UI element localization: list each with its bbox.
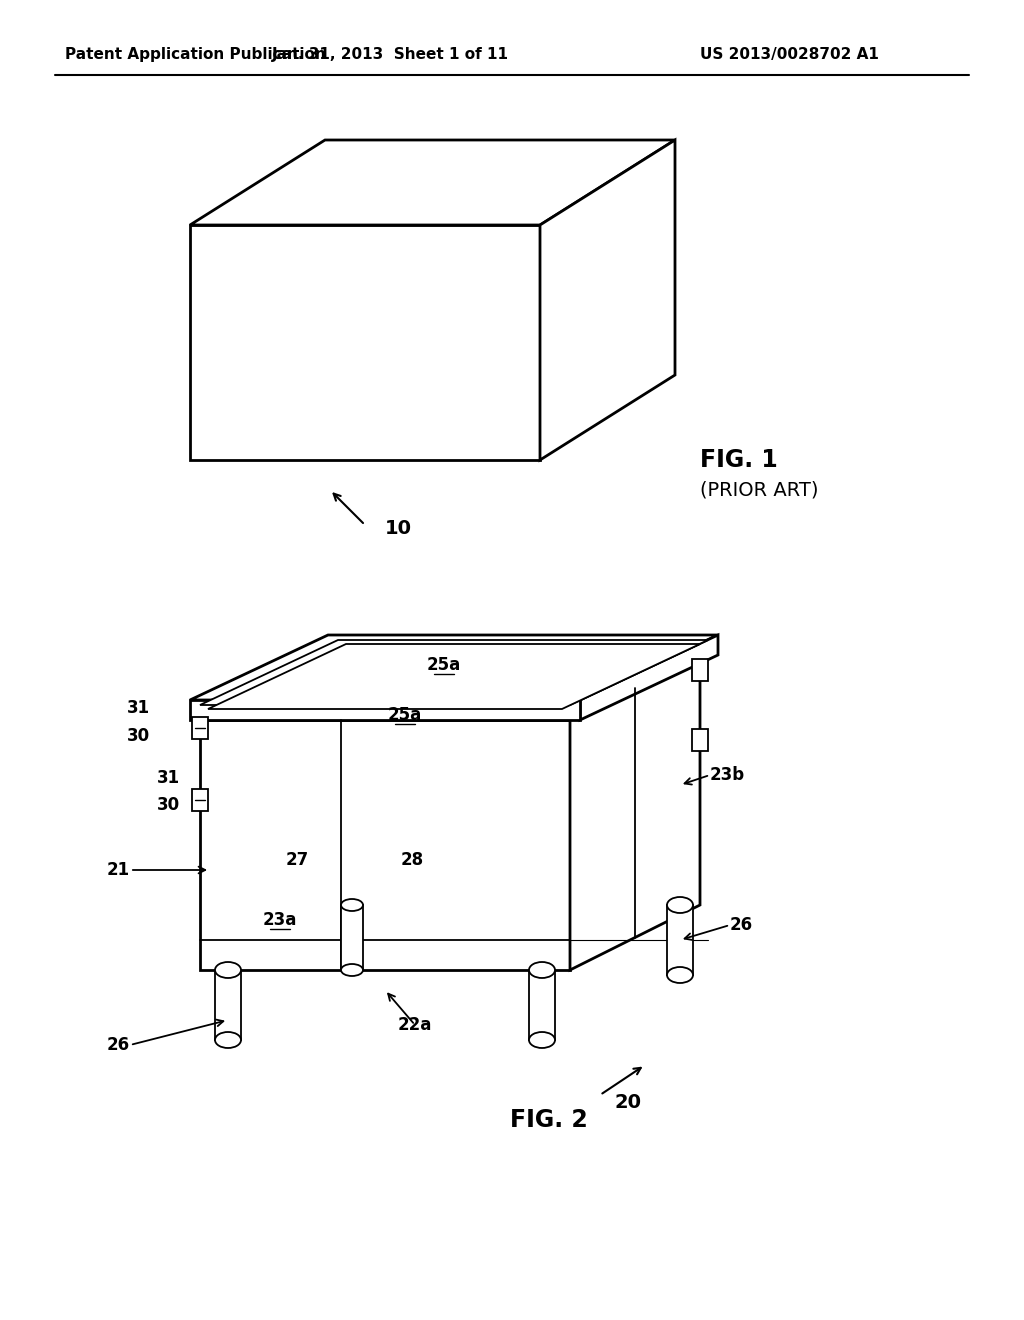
Text: (PRIOR ART): (PRIOR ART) <box>700 480 818 499</box>
Text: 10: 10 <box>385 519 412 537</box>
Text: 21: 21 <box>106 861 130 879</box>
Polygon shape <box>570 655 700 970</box>
Text: 26: 26 <box>730 916 753 935</box>
Text: Patent Application Publication: Patent Application Publication <box>65 48 326 62</box>
Text: 30: 30 <box>157 796 180 814</box>
Polygon shape <box>190 635 718 700</box>
Bar <box>667 906 693 975</box>
Polygon shape <box>190 700 580 719</box>
Text: FIG. 2: FIG. 2 <box>510 1107 588 1133</box>
Text: 23a: 23a <box>263 911 297 929</box>
Text: 20: 20 <box>615 1093 642 1111</box>
Text: 31: 31 <box>157 770 180 787</box>
Polygon shape <box>208 644 700 709</box>
Text: Jan. 31, 2013  Sheet 1 of 11: Jan. 31, 2013 Sheet 1 of 11 <box>271 48 509 62</box>
Text: 28: 28 <box>400 851 424 869</box>
Ellipse shape <box>341 899 362 911</box>
Polygon shape <box>190 224 540 459</box>
Polygon shape <box>200 640 708 705</box>
Ellipse shape <box>667 968 693 983</box>
Ellipse shape <box>529 962 555 978</box>
Text: 23b: 23b <box>710 766 745 784</box>
Polygon shape <box>692 729 708 751</box>
Ellipse shape <box>341 964 362 975</box>
Ellipse shape <box>215 962 241 978</box>
Text: 27: 27 <box>286 851 309 869</box>
Bar <box>529 970 555 1040</box>
Polygon shape <box>580 635 718 719</box>
Ellipse shape <box>529 1032 555 1048</box>
Polygon shape <box>692 659 708 681</box>
Bar <box>341 906 362 970</box>
Text: 30: 30 <box>127 727 150 744</box>
Text: FIG. 1: FIG. 1 <box>700 447 778 473</box>
Polygon shape <box>190 140 675 224</box>
Polygon shape <box>200 655 700 719</box>
Text: 22a: 22a <box>397 1016 432 1034</box>
Polygon shape <box>540 140 675 459</box>
Text: 25a: 25a <box>427 656 461 673</box>
Text: US 2013/0028702 A1: US 2013/0028702 A1 <box>700 48 879 62</box>
Text: 31: 31 <box>127 700 150 717</box>
Polygon shape <box>193 789 208 810</box>
Text: 25a: 25a <box>388 706 422 723</box>
Bar <box>215 970 241 1040</box>
Polygon shape <box>193 717 208 739</box>
Ellipse shape <box>215 1032 241 1048</box>
Ellipse shape <box>667 898 693 913</box>
Polygon shape <box>200 719 570 970</box>
Text: 26: 26 <box>106 1036 130 1053</box>
